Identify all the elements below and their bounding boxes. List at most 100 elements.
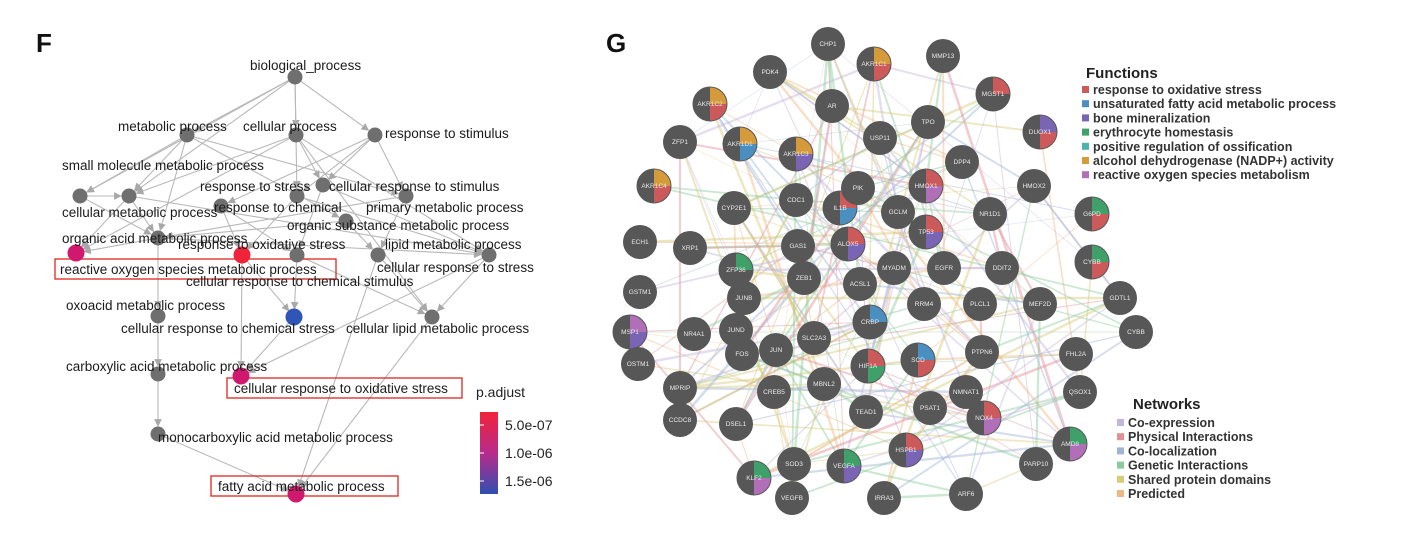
- gene-node[interactable]: OSTM1: [621, 347, 655, 381]
- gene-node[interactable]: AKR1C4: [636, 168, 672, 204]
- network-edge: [1079, 261, 1093, 393]
- gene-node[interactable]: QSOX1: [1063, 375, 1097, 409]
- gene-node[interactable]: MSP1: [612, 314, 648, 350]
- gene-node-outline: [908, 168, 944, 204]
- gene-node[interactable]: CCDC8: [663, 403, 697, 437]
- gene-node[interactable]: MPRIP: [663, 371, 697, 405]
- gene-node[interactable]: SLC2A3: [797, 321, 831, 355]
- gene-node[interactable]: TP53: [908, 214, 944, 250]
- gene-node[interactable]: DSEL1: [719, 407, 753, 441]
- gene-node[interactable]: PARP10: [1019, 447, 1053, 481]
- network-edge: [795, 153, 907, 451]
- gene-node[interactable]: MYADM: [877, 251, 911, 285]
- gene-node[interactable]: USP11: [863, 121, 897, 155]
- go-edge-arrow: [164, 436, 290, 492]
- gene-node[interactable]: CRBP: [852, 304, 888, 340]
- go-edge-arrow: [165, 221, 340, 241]
- gene-label: MBNL2: [813, 381, 835, 388]
- gene-node[interactable]: VEGFB: [775, 481, 809, 515]
- gene-node[interactable]: AKR1C2: [692, 86, 728, 122]
- gene-node[interactable]: G6PD: [1074, 196, 1110, 232]
- gene-node[interactable]: CYP2E1: [717, 191, 751, 225]
- gene-node[interactable]: JUNB: [727, 281, 761, 315]
- go-edge-arrow: [377, 140, 403, 190]
- gene-node[interactable]: TPO: [911, 105, 945, 139]
- go-edge-arrow: [299, 140, 428, 312]
- gene-node[interactable]: PLCL1: [963, 287, 997, 321]
- gene-node[interactable]: AKR1C1: [856, 46, 892, 82]
- gene-node[interactable]: PIK: [841, 171, 875, 205]
- gene-node[interactable]: NR4A1: [677, 317, 711, 351]
- gene-node[interactable]: GDTL1: [1103, 281, 1137, 315]
- gene-node[interactable]: NOX4: [966, 400, 1002, 436]
- gene-node[interactable]: MMP13: [926, 39, 960, 73]
- function-legend-swatch: [1082, 142, 1089, 150]
- go-edge-arrow: [164, 237, 482, 259]
- network-edge: [769, 71, 927, 187]
- gene-node[interactable]: NMNAT1: [949, 375, 983, 409]
- gene-node[interactable]: XRP1: [673, 231, 707, 265]
- gene-node[interactable]: VEGFA: [826, 448, 862, 484]
- gene-node[interactable]: ECH1: [623, 225, 657, 259]
- gene-node[interactable]: HMOX2: [1017, 169, 1051, 203]
- gene-node[interactable]: CHP1: [811, 27, 845, 61]
- gene-node[interactable]: TEAD1: [849, 395, 883, 429]
- gene-node[interactable]: GAS1: [781, 229, 815, 263]
- gene-node[interactable]: IRRA3: [867, 481, 901, 515]
- gene-node[interactable]: RRM4: [907, 287, 941, 321]
- go-term-label: cellular metabolic process: [62, 205, 218, 220]
- gene-node[interactable]: MEF2D: [1023, 287, 1057, 321]
- gene-label: QSOX1: [1069, 389, 1092, 396]
- go-edge-arrow: [300, 80, 370, 131]
- gene-node[interactable]: ACSL1: [843, 267, 877, 301]
- gene-node[interactable]: CYBB: [1119, 315, 1153, 349]
- go-term-node: [233, 246, 251, 264]
- gene-node[interactable]: PSAT1: [913, 391, 947, 425]
- gene-label: EGFR: [935, 265, 953, 272]
- gene-node[interactable]: PTPN6: [965, 335, 999, 369]
- gene-node[interactable]: EGFR: [927, 251, 961, 285]
- function-slice: [1070, 427, 1087, 444]
- gene-node-circle: [949, 477, 983, 511]
- function-legend-label: response to oxidative stress: [1093, 83, 1262, 97]
- gene-node[interactable]: SCD: [900, 342, 936, 378]
- gene-node[interactable]: AR: [815, 89, 849, 123]
- network-legend-label: Genetic Interactions: [1128, 459, 1248, 473]
- gene-node[interactable]: ARF6: [949, 477, 983, 511]
- gene-node[interactable]: GCLM: [881, 195, 915, 229]
- gene-node[interactable]: ALOX5: [830, 226, 866, 262]
- gene-node[interactable]: FOS: [725, 337, 759, 371]
- gene-node[interactable]: SOD3: [777, 447, 811, 481]
- gene-node[interactable]: CREB5: [757, 375, 791, 409]
- gene-node[interactable]: HIF1A: [850, 348, 886, 384]
- gene-node[interactable]: NR1D1: [973, 197, 1007, 231]
- go-term-label: monocarboxylic acid metabolic process: [158, 430, 393, 445]
- gene-node[interactable]: DDIT2: [985, 251, 1019, 285]
- go-edge-arrow: [380, 202, 404, 249]
- network-edge: [733, 207, 867, 413]
- gene-label: MMP13: [932, 53, 955, 60]
- gene-node[interactable]: DUOX1: [1022, 114, 1058, 150]
- gene-node[interactable]: MBNL2: [807, 367, 841, 401]
- gene-node[interactable]: MGST1: [975, 76, 1011, 112]
- gene-node[interactable]: HMOX1: [908, 168, 944, 204]
- function-slice: [1092, 197, 1109, 214]
- gene-node[interactable]: CYBB: [1074, 244, 1110, 280]
- gene-node[interactable]: CDC1: [779, 183, 813, 217]
- gene-node[interactable]: AKR1D1: [722, 126, 758, 162]
- gene-node[interactable]: ZFP1: [663, 125, 697, 159]
- gene-node[interactable]: AMD8: [1052, 426, 1088, 462]
- gene-node[interactable]: JUN: [759, 333, 793, 367]
- gene-node[interactable]: GSTM1: [623, 275, 657, 309]
- network-edge: [1034, 303, 1042, 465]
- function-legend-swatch: [1082, 171, 1089, 179]
- gene-node[interactable]: KLF2: [736, 460, 772, 496]
- gene-node[interactable]: PDK4: [753, 55, 787, 89]
- gene-node[interactable]: FHL2A: [1059, 337, 1093, 371]
- network-edge: [679, 62, 875, 144]
- gene-node[interactable]: ZEB1: [787, 261, 821, 295]
- gene-node[interactable]: AKR1C3: [778, 136, 814, 172]
- gene-node[interactable]: HSPB1: [888, 432, 924, 468]
- gene-node[interactable]: DPP4: [945, 145, 979, 179]
